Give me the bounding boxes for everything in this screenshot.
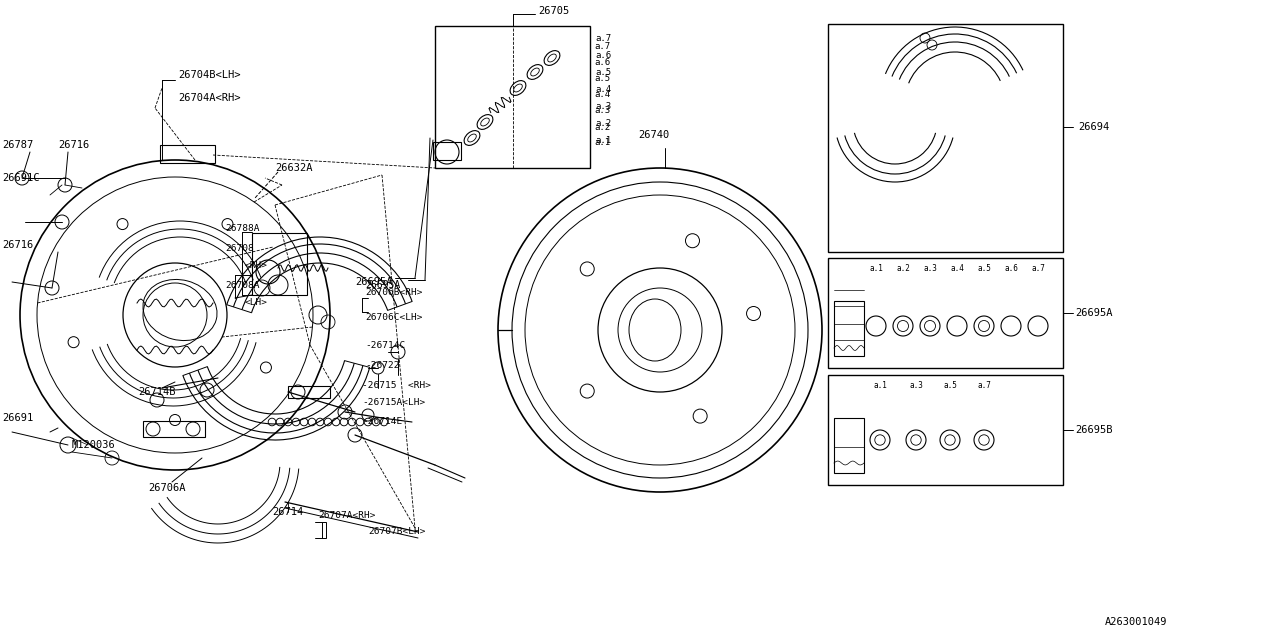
Text: M120036: M120036	[72, 440, 115, 450]
Text: 26708: 26708	[225, 243, 253, 253]
Text: -26722: -26722	[365, 360, 399, 369]
Bar	[435, 26, 590, 168]
Text: a.7: a.7	[594, 42, 611, 51]
Text: 26708A: 26708A	[225, 280, 260, 289]
Text: a.5: a.5	[943, 381, 957, 390]
Text: 26714B: 26714B	[138, 387, 175, 397]
Text: -26715  <RH>: -26715 <RH>	[362, 381, 431, 390]
Text: a.2: a.2	[594, 122, 611, 131]
Text: a.5: a.5	[977, 264, 991, 273]
Text: 26716: 26716	[3, 240, 33, 250]
Text: a.5: a.5	[595, 67, 611, 77]
Text: 26740: 26740	[637, 130, 669, 140]
Text: <RH>: <RH>	[244, 260, 268, 269]
Text: a.5: a.5	[594, 74, 611, 83]
Text: -26715A<LH>: -26715A<LH>	[362, 397, 425, 406]
Bar	[160, 145, 215, 163]
Bar	[828, 258, 1062, 368]
Text: 26691: 26691	[3, 413, 33, 423]
Bar	[828, 24, 1062, 252]
Text: -26714C: -26714C	[365, 340, 406, 349]
Text: 26695A: 26695A	[1075, 308, 1112, 318]
Bar	[323, 522, 326, 538]
Text: a.4: a.4	[594, 90, 611, 99]
Text: 26706B<RH>: 26706B<RH>	[365, 287, 422, 296]
Text: a.1: a.1	[595, 136, 611, 145]
Bar	[288, 386, 330, 398]
Text: 26788A: 26788A	[225, 223, 260, 232]
Text: 26714: 26714	[273, 507, 303, 517]
Text: a.2: a.2	[896, 264, 910, 273]
Text: a.7: a.7	[977, 381, 991, 390]
Text: a.6: a.6	[595, 51, 611, 60]
Text: a.2: a.2	[595, 118, 611, 127]
Bar	[828, 375, 1062, 485]
Text: a.3: a.3	[909, 381, 923, 390]
Text: a.1: a.1	[873, 381, 887, 390]
Text: a.6: a.6	[594, 58, 611, 67]
Text: a.3: a.3	[595, 102, 611, 111]
Text: 26707A<RH>: 26707A<RH>	[317, 511, 375, 520]
Bar	[835, 418, 864, 473]
Text: -26714E: -26714E	[362, 417, 402, 426]
Text: 26716: 26716	[58, 140, 90, 150]
Text: 26705: 26705	[538, 6, 570, 16]
Text: 26787: 26787	[3, 140, 33, 150]
Text: 26695A: 26695A	[365, 280, 401, 290]
Bar	[433, 142, 461, 160]
Text: 26706A: 26706A	[148, 483, 186, 493]
Text: 26632A: 26632A	[275, 163, 312, 173]
Text: a.1: a.1	[594, 138, 611, 147]
Bar	[143, 421, 205, 437]
Bar	[835, 301, 864, 356]
Text: a.6: a.6	[1004, 264, 1018, 273]
Bar	[252, 233, 307, 295]
Text: 26707B<LH>: 26707B<LH>	[369, 527, 425, 536]
Text: 26706C<LH>: 26706C<LH>	[365, 314, 422, 323]
Text: 26704B<LH>: 26704B<LH>	[178, 70, 241, 80]
Text: a.4: a.4	[595, 84, 611, 93]
Text: <LH>: <LH>	[244, 298, 268, 307]
Text: a.7: a.7	[595, 33, 611, 42]
Text: 26704A<RH>: 26704A<RH>	[178, 93, 241, 103]
Text: 26695B: 26695B	[1075, 425, 1112, 435]
Text: a.3: a.3	[923, 264, 937, 273]
Text: 26691C: 26691C	[3, 173, 40, 183]
Text: 26694: 26694	[1078, 122, 1110, 132]
Text: a.3: a.3	[594, 106, 611, 115]
Text: A263001049: A263001049	[1105, 617, 1167, 627]
Text: a.4: a.4	[950, 264, 964, 273]
Text: a.7: a.7	[1032, 264, 1044, 273]
Text: a.1: a.1	[869, 264, 883, 273]
Text: 26695A: 26695A	[355, 277, 393, 287]
